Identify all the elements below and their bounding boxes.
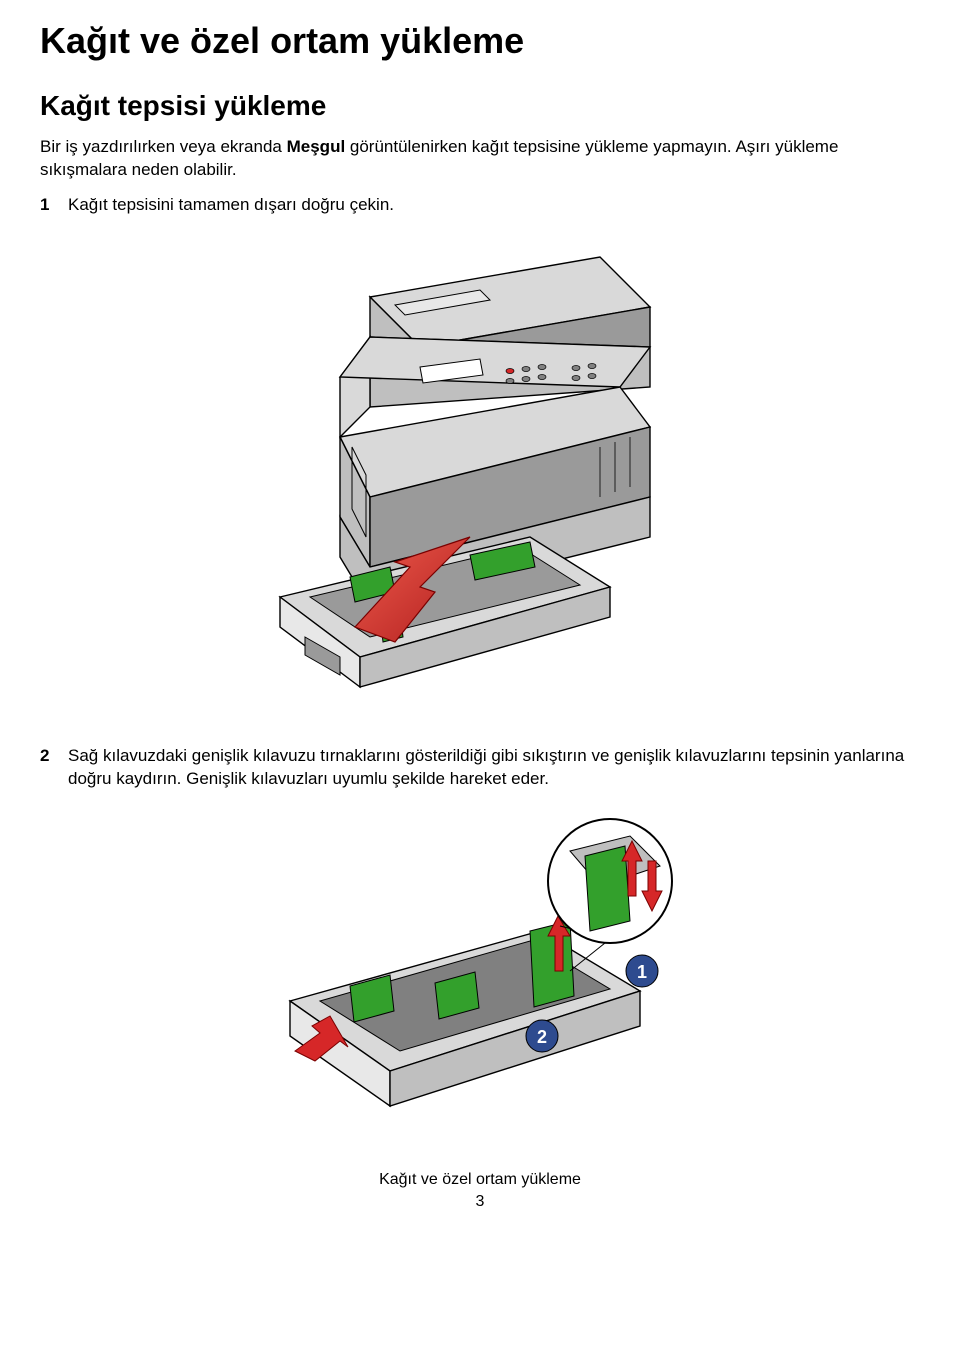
step-1-text: Kağıt tepsisini tamamen dışarı doğru çek… [68,194,394,217]
callout-2: 2 [537,1027,547,1047]
figure-2: 1 2 [40,811,920,1141]
step-2-text: Sağ kılavuzdaki genişlik kılavuzu tırnak… [68,745,920,791]
page-number: 3 [40,1193,920,1211]
step-2: 2 Sağ kılavuzdaki genişlik kılavuzu tırn… [40,745,920,791]
page-title: Kağıt ve özel ortam yükleme [40,20,920,62]
callout-1: 1 [637,962,647,982]
section-title: Kağıt tepsisi yükleme [40,90,920,122]
figure-1 [40,237,920,717]
tray-detail-illustration: 1 2 [260,811,700,1141]
intro-paragraph: Bir iş yazdırılırken veya ekranda Meşgul… [40,136,920,182]
printer-illustration [220,237,740,717]
step-1-number: 1 [40,194,58,217]
footer-text: Kağıt ve özel ortam yükleme [40,1171,920,1189]
intro-text-before: Bir iş yazdırılırken veya ekranda [40,137,287,156]
step-2-number: 2 [40,745,58,791]
intro-bold: Meşgul [287,137,346,156]
step-1: 1 Kağıt tepsisini tamamen dışarı doğru ç… [40,194,920,217]
